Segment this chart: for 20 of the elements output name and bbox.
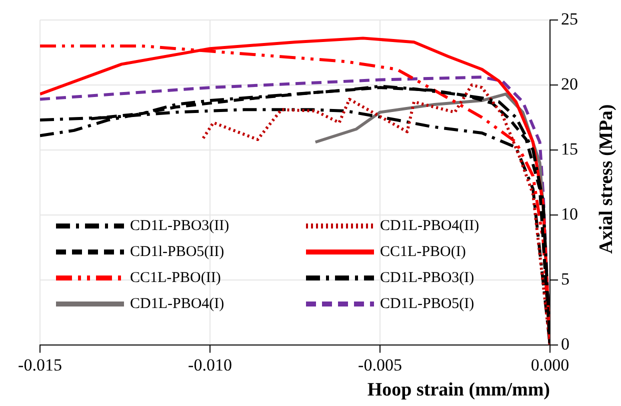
x-tick-label: 0.000 <box>530 355 570 374</box>
legend-label: CD1L-PBO3(II) <box>130 218 230 234</box>
y-axis-title: Axial stress (MPa) <box>596 104 618 254</box>
y-tick-label: 20 <box>561 74 578 94</box>
x-tick-label: -0.015 <box>18 355 62 374</box>
legend-label: CD1L-PBO4(I) <box>130 296 224 312</box>
y-tick-label: 10 <box>561 204 578 224</box>
legend-label: CC1L-PBO(I) <box>380 244 466 260</box>
y-tick-label: 25 <box>561 9 578 28</box>
legend-label: CC1L-PBO(II) <box>130 270 221 286</box>
x-tick-label: -0.005 <box>358 355 402 374</box>
y-tick-label: 0 <box>561 334 570 354</box>
x-axis-title: Hoop strain (mm/mm) <box>367 380 550 401</box>
y-tick-label: 5 <box>561 269 570 288</box>
legend-label: CD1L-PBO3(I) <box>380 270 474 286</box>
legend-label: CD1l-PBO5(II) <box>130 244 224 260</box>
legend-label: CD1L-PBO5(I) <box>380 296 474 312</box>
x-tick-label: -0.010 <box>188 355 232 374</box>
y-tick-label: 15 <box>561 139 578 158</box>
legend-label: CD1L-PBO4(II) <box>380 218 480 234</box>
